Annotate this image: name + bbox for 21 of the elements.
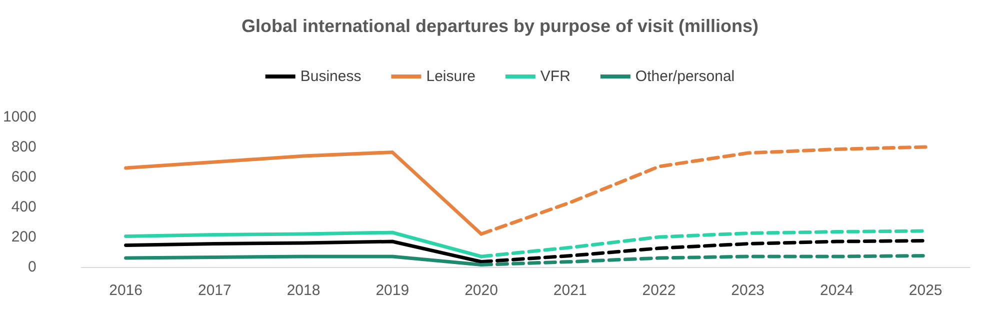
y-tick-label: 600	[11, 168, 36, 186]
x-tick-label: 2020	[464, 282, 498, 299]
y-tick-label: 800	[11, 138, 36, 156]
x-tick-label: 2016	[109, 282, 142, 299]
x-tick-label: 2019	[376, 282, 410, 299]
x-tick-label: 2023	[731, 282, 765, 299]
x-tick-label: 2024	[820, 282, 854, 299]
legend-label: Leisure	[426, 68, 476, 85]
legend-label: Other/personal	[635, 68, 735, 85]
y-tick-label: 1000	[2, 108, 36, 126]
y-tick-label: 200	[11, 228, 36, 246]
x-tick-label: 2022	[642, 282, 676, 299]
y-tick-label: 400	[11, 198, 36, 216]
x-tick-label: 2025	[908, 282, 942, 299]
legend-label: Business	[300, 68, 362, 85]
y-tick-label: 0	[28, 258, 36, 276]
x-tick-label: 2017	[198, 282, 232, 299]
chart-title: Global international departures by purpose of visit (millions)	[241, 16, 759, 36]
x-tick-label: 2018	[286, 282, 320, 299]
x-tick-label: 2021	[553, 282, 587, 299]
legend-label: VFR	[540, 68, 571, 85]
